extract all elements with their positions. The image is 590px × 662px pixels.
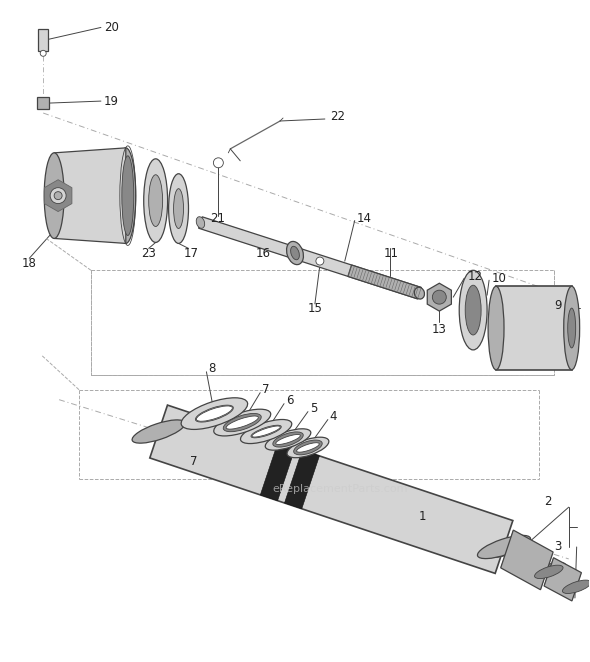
Polygon shape bbox=[501, 530, 553, 590]
Polygon shape bbox=[260, 442, 295, 500]
Text: 12: 12 bbox=[467, 269, 482, 283]
Ellipse shape bbox=[273, 432, 303, 447]
Text: 8: 8 bbox=[208, 362, 216, 375]
Text: 3: 3 bbox=[554, 540, 561, 553]
Ellipse shape bbox=[132, 420, 185, 443]
Text: 17: 17 bbox=[183, 247, 198, 260]
Ellipse shape bbox=[196, 406, 232, 421]
Text: 10: 10 bbox=[492, 271, 507, 285]
Polygon shape bbox=[38, 29, 48, 52]
Ellipse shape bbox=[122, 156, 134, 236]
Ellipse shape bbox=[434, 295, 444, 305]
Ellipse shape bbox=[562, 580, 590, 593]
Ellipse shape bbox=[528, 563, 566, 579]
Text: 22: 22 bbox=[330, 109, 345, 122]
Ellipse shape bbox=[173, 189, 183, 228]
Ellipse shape bbox=[465, 285, 481, 335]
Ellipse shape bbox=[459, 270, 487, 350]
Polygon shape bbox=[544, 557, 581, 601]
Text: 9: 9 bbox=[554, 299, 561, 312]
Polygon shape bbox=[496, 286, 572, 370]
Ellipse shape bbox=[54, 192, 62, 200]
Ellipse shape bbox=[241, 420, 292, 444]
Ellipse shape bbox=[251, 425, 281, 438]
Ellipse shape bbox=[169, 173, 188, 244]
Text: 7: 7 bbox=[191, 455, 198, 468]
Ellipse shape bbox=[252, 426, 280, 437]
Text: 15: 15 bbox=[308, 303, 323, 315]
Ellipse shape bbox=[214, 409, 271, 436]
Text: 2: 2 bbox=[544, 495, 551, 508]
Ellipse shape bbox=[149, 175, 163, 226]
Ellipse shape bbox=[144, 159, 168, 242]
Text: 11: 11 bbox=[384, 247, 399, 260]
Ellipse shape bbox=[432, 290, 446, 304]
Ellipse shape bbox=[276, 434, 300, 444]
Ellipse shape bbox=[40, 50, 46, 56]
Text: 23: 23 bbox=[141, 247, 156, 260]
Text: eReplacementParts.com: eReplacementParts.com bbox=[272, 484, 408, 495]
Ellipse shape bbox=[294, 440, 322, 455]
Ellipse shape bbox=[563, 286, 579, 370]
Ellipse shape bbox=[291, 246, 299, 260]
Polygon shape bbox=[44, 179, 72, 212]
Ellipse shape bbox=[488, 540, 526, 557]
Polygon shape bbox=[427, 283, 451, 311]
Ellipse shape bbox=[44, 153, 64, 238]
Ellipse shape bbox=[287, 437, 329, 457]
Text: 6: 6 bbox=[286, 394, 294, 407]
Text: 21: 21 bbox=[211, 212, 225, 225]
Polygon shape bbox=[284, 450, 319, 509]
Ellipse shape bbox=[488, 286, 504, 370]
Ellipse shape bbox=[226, 416, 258, 429]
Polygon shape bbox=[348, 265, 421, 299]
Polygon shape bbox=[199, 217, 421, 299]
Text: 20: 20 bbox=[104, 21, 119, 34]
Ellipse shape bbox=[214, 158, 224, 167]
Text: 16: 16 bbox=[255, 247, 270, 260]
Ellipse shape bbox=[287, 242, 303, 265]
Ellipse shape bbox=[50, 188, 66, 204]
Ellipse shape bbox=[568, 308, 576, 348]
Text: 5: 5 bbox=[310, 402, 317, 415]
Text: 18: 18 bbox=[21, 257, 36, 270]
Ellipse shape bbox=[316, 257, 324, 265]
Polygon shape bbox=[54, 148, 126, 244]
Ellipse shape bbox=[535, 565, 563, 579]
Ellipse shape bbox=[414, 287, 424, 299]
Ellipse shape bbox=[297, 443, 319, 452]
Ellipse shape bbox=[266, 429, 311, 450]
Ellipse shape bbox=[196, 216, 205, 228]
Polygon shape bbox=[150, 405, 513, 573]
Ellipse shape bbox=[223, 414, 261, 432]
Ellipse shape bbox=[181, 398, 248, 430]
Polygon shape bbox=[37, 97, 49, 109]
Text: 13: 13 bbox=[431, 323, 446, 336]
Text: 4: 4 bbox=[330, 410, 337, 423]
Text: 14: 14 bbox=[357, 212, 372, 225]
Ellipse shape bbox=[116, 148, 136, 244]
Text: 1: 1 bbox=[418, 510, 426, 523]
Text: 19: 19 bbox=[104, 95, 119, 108]
Ellipse shape bbox=[195, 405, 234, 422]
Text: 7: 7 bbox=[262, 383, 270, 397]
Ellipse shape bbox=[477, 536, 530, 559]
